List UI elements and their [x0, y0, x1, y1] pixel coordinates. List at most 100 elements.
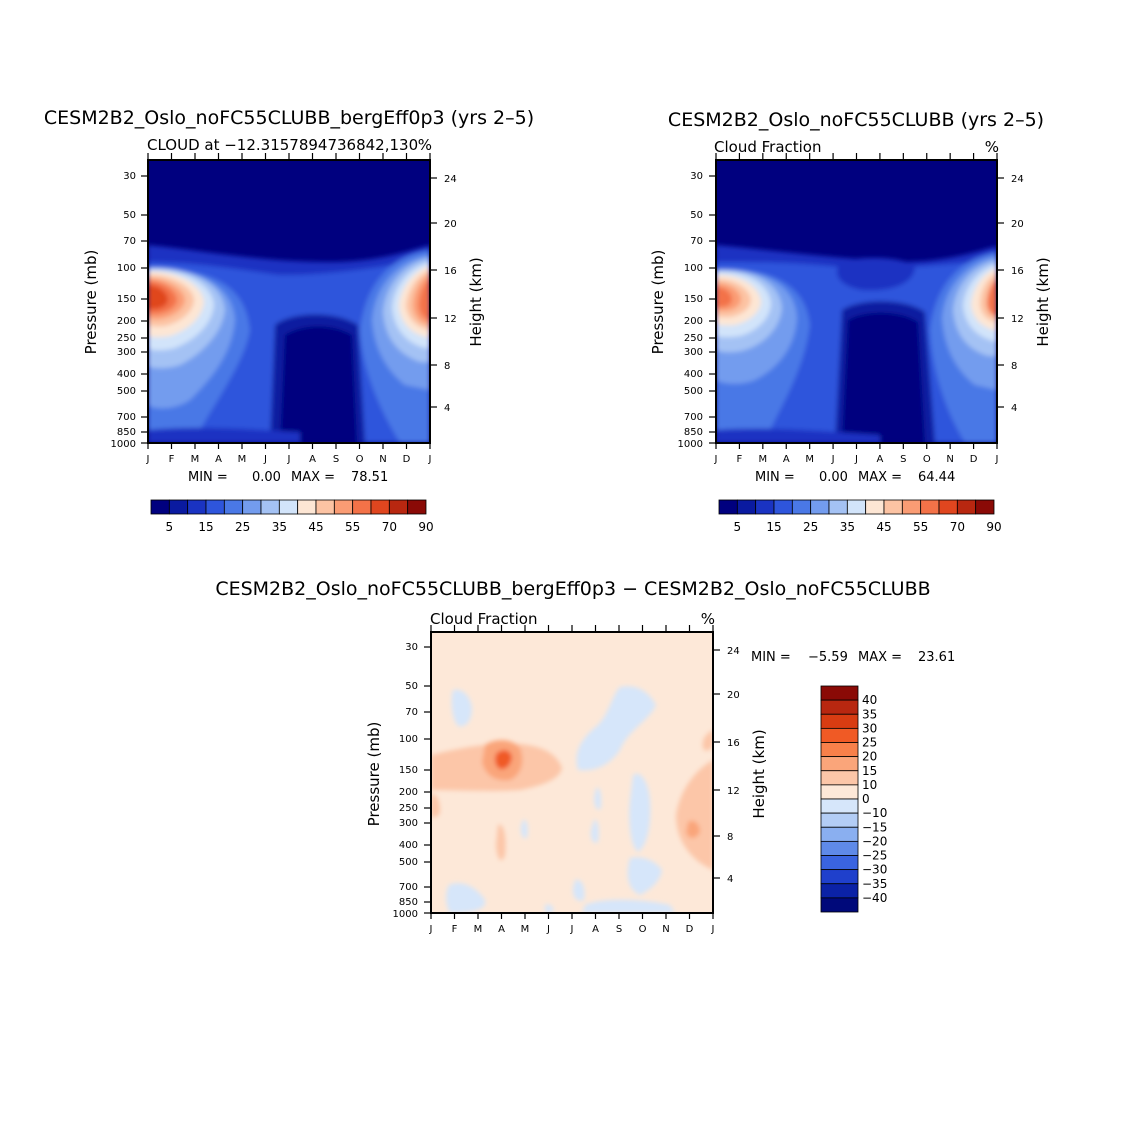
colorbar-swatch — [388, 499, 409, 515]
colorbar-label: −15 — [862, 820, 887, 834]
p1-min-label: MIN = — [188, 470, 228, 485]
panel-2-height-axis: 24 20 16 12 8 4 Height (km) — [997, 174, 1052, 414]
colorbar-label: 0 — [862, 792, 870, 806]
month-label: M — [805, 454, 814, 465]
month-label: J — [995, 454, 999, 465]
p3-max-value: 23.61 — [918, 650, 955, 665]
p1-ptick-12: 1000 — [111, 439, 136, 450]
p1-ptick-10: 700 — [117, 412, 136, 423]
p1-htick-4: 8 — [444, 361, 450, 372]
colorbar-swatch — [938, 499, 958, 515]
colorbar-label: −20 — [862, 834, 887, 848]
colorbar-label: 15 — [198, 520, 213, 534]
colorbar-swatch — [820, 713, 859, 729]
colorbar-swatch — [260, 499, 280, 515]
month-label: F — [737, 454, 743, 465]
p2-max-label: MAX = — [858, 470, 902, 485]
p1-htick-3: 12 — [444, 314, 457, 325]
colorbar-label: 35 — [862, 707, 877, 721]
colorbar-swatch — [820, 826, 859, 842]
p1-ptick-5: 200 — [117, 316, 136, 327]
colorbar-swatch — [901, 499, 922, 515]
panel-1: CESM2B2_Oslo_noFC55CLUBB_bergEff0p3 (yrs… — [44, 107, 534, 534]
colorbar-swatch — [846, 499, 867, 515]
colorbar-swatch — [315, 499, 335, 515]
p3-htick-2: 16 — [727, 738, 740, 749]
p1-ptick-8: 400 — [117, 369, 136, 380]
p2-min-value: 0.00 — [819, 470, 848, 485]
month-label: O — [356, 454, 364, 465]
colorbar-swatch — [820, 685, 859, 701]
month-label: J — [546, 924, 550, 935]
colorbar-swatch — [865, 499, 885, 515]
p1-ptick-1: 50 — [123, 210, 136, 221]
month-label: J — [831, 454, 835, 465]
colorbar-swatch — [810, 499, 830, 515]
colorbar-swatch — [828, 499, 848, 515]
month-label: D — [403, 454, 411, 465]
month-label: A — [783, 454, 790, 465]
month-label: J — [428, 454, 432, 465]
colorbar-swatch — [820, 699, 859, 715]
p3-ptick-11: 850 — [399, 897, 418, 908]
p1-htick-5: 4 — [444, 403, 450, 414]
colorbar-swatch — [168, 499, 189, 515]
p2-ptick-3: 100 — [684, 263, 703, 274]
colorbar-swatch — [820, 883, 859, 899]
p1-ptick-4: 150 — [117, 294, 136, 305]
p1-ptick-11: 850 — [117, 427, 136, 438]
colorbar-label: 45 — [876, 520, 891, 534]
colorbar-label: −25 — [862, 849, 887, 863]
month-label: D — [686, 924, 694, 935]
p2-max-value: 64.44 — [918, 470, 955, 485]
colorbar-label: 45 — [308, 520, 323, 534]
month-label: N — [379, 454, 386, 465]
colorbar-swatch — [755, 499, 775, 515]
p3-ptick-3: 100 — [399, 734, 418, 745]
colorbar-label: 5 — [734, 520, 742, 534]
p3-ptick-0: 30 — [405, 642, 418, 653]
colorbar-label: 35 — [840, 520, 855, 534]
month-label: J — [287, 454, 291, 465]
p2-ptick-1: 50 — [690, 210, 703, 221]
colorbar-swatch — [956, 499, 977, 515]
p3-ptick-9: 500 — [399, 857, 418, 868]
p2-htick-0: 24 — [1011, 174, 1024, 185]
p1-ptick-3: 100 — [117, 263, 136, 274]
p3-ylabel: Pressure (mb) — [365, 722, 383, 827]
p3-htick-0: 24 — [727, 646, 740, 657]
p3-ptick-5: 200 — [399, 787, 418, 798]
p2-ptick-8: 400 — [684, 369, 703, 380]
colorbar-label: 90 — [418, 520, 433, 534]
p3-ptick-7: 300 — [399, 818, 418, 829]
month-label: J — [429, 924, 433, 935]
colorbar-swatch — [791, 499, 812, 515]
colorbar-label: −10 — [862, 806, 887, 820]
panel-3-subtitle: Cloud Fraction — [430, 610, 538, 628]
panel-1-height-axis: 24 20 16 12 8 4 Height (km) — [430, 174, 485, 414]
month-label: S — [333, 454, 339, 465]
p2-ptick-7: 300 — [684, 347, 703, 358]
panel-1-colorbar: 5 15 25 35 45 55 70 90 — [150, 499, 434, 534]
colorbar-swatch — [975, 499, 995, 515]
colorbar-swatch — [223, 499, 244, 515]
panel-1-contour-field — [148, 160, 430, 443]
panel-2: CESM2B2_Oslo_noFC55CLUBB (yrs 2–5) Cloud… — [649, 109, 1052, 534]
panel-2-units: % — [985, 138, 999, 156]
month-label: M — [521, 924, 530, 935]
colorbar-swatch — [773, 499, 793, 515]
month-label: J — [854, 454, 858, 465]
p1-ptick-0: 30 — [123, 171, 136, 182]
colorbar-swatch — [736, 499, 757, 515]
p1-ptick-2: 70 — [123, 236, 136, 247]
month-label: A — [498, 924, 505, 935]
panel-3: CESM2B2_Oslo_noFC55CLUBB_bergEff0p3 − CE… — [215, 578, 955, 935]
panel-1-title: CESM2B2_Oslo_noFC55CLUBB_bergEff0p3 (yrs… — [44, 107, 534, 129]
month-label: S — [616, 924, 622, 935]
p3-min-label: MIN = — [751, 650, 791, 665]
month-label: J — [263, 454, 267, 465]
month-label: J — [714, 454, 718, 465]
p2-ptick-11: 850 — [684, 427, 703, 438]
colorbar-swatch — [352, 499, 372, 515]
